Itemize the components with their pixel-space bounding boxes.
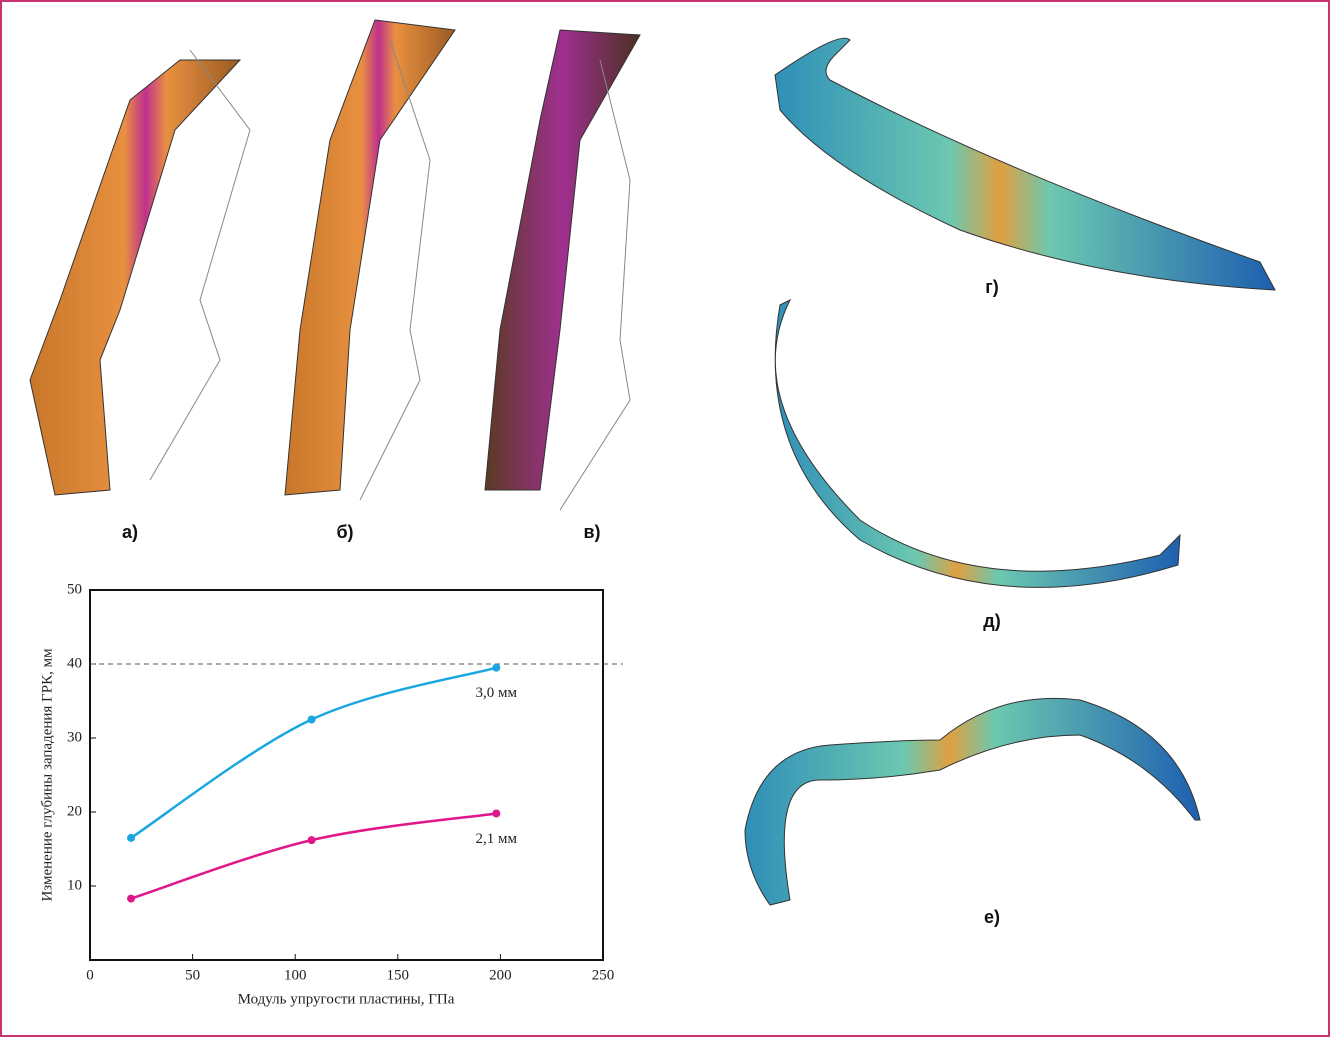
y-axis-label: Изменение глубины западения ГРК, мм (39, 648, 55, 902)
series-line (131, 668, 496, 838)
series-line (131, 813, 496, 898)
page: а) б) в) г) д) е) Модуль упругости пласт… (0, 0, 1330, 1037)
x-tick-label: 100 (284, 967, 307, 983)
chart: Модуль упругости пластины, ГПа Изменение… (39, 581, 623, 1007)
frame (1, 1, 1329, 1036)
mesh-images (30, 20, 1275, 905)
panel-label: е) (984, 907, 1000, 927)
x-tick-label: 0 (86, 967, 94, 983)
panel-label: в) (583, 522, 600, 542)
y-tick-label: 20 (67, 803, 82, 819)
x-tick-label: 200 (489, 967, 512, 983)
point (308, 836, 316, 844)
panel-label: б) (336, 522, 353, 542)
series-label: 3,0 мм (476, 685, 518, 701)
series-label: 2,1 мм (476, 831, 518, 847)
point (492, 664, 500, 672)
y-tick-label: 10 (67, 877, 82, 893)
x-tick-label: 50 (185, 967, 200, 983)
y-tick-label: 40 (67, 655, 82, 671)
panel-label: д) (983, 611, 1000, 631)
y-tick-label: 30 (67, 729, 82, 745)
panel-label: а) (122, 522, 138, 542)
plot-frame (90, 590, 603, 960)
panel-label: г) (985, 277, 999, 297)
point (127, 834, 135, 842)
point (492, 809, 500, 817)
x-tick-label: 250 (592, 967, 615, 983)
point (308, 716, 316, 724)
x-tick-label: 150 (387, 967, 410, 983)
x-axis-label: Модуль упругости пластины, ГПа (238, 991, 455, 1007)
y-tick-label: 50 (67, 581, 82, 597)
point (127, 895, 135, 903)
